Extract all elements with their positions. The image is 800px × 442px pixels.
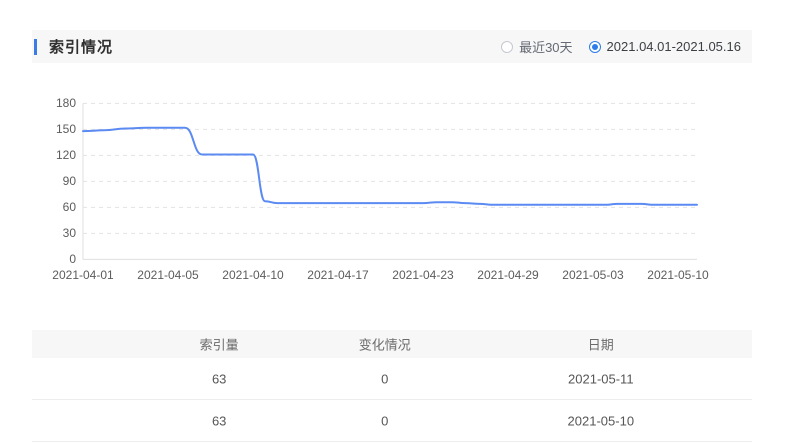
y-axis-tick-label: 150 [55, 122, 76, 137]
radio-label: 2021.04.01-2021.05.16 [606, 39, 741, 54]
cell-date: 2021-05-10 [567, 413, 635, 428]
cell-index-volume: 63 [211, 413, 227, 428]
radio-selected-icon[interactable] [588, 40, 601, 53]
date-range-radio-group: 最近30天 2021.04.01-2021.05.16 [501, 37, 752, 56]
x-axis-tick-label: 2021-04-17 [307, 268, 369, 282]
table-body: 63 0 2021-05-11 63 0 2021-05-10 [32, 358, 752, 442]
radio-option-last-30-days[interactable]: 最近30天 [501, 37, 573, 56]
cell-date: 2021-05-11 [568, 371, 634, 386]
radio-option-custom-range[interactable]: 2021.04.01-2021.05.16 [588, 39, 741, 54]
column-header-date: 日期 [587, 337, 614, 353]
y-axis-tick-label: 90 [62, 174, 76, 189]
x-axis-tick-label: 2021-05-03 [562, 268, 624, 282]
table-row: 63 0 2021-05-10 [32, 400, 752, 442]
cell-change: 0 [381, 413, 389, 428]
page-title: 索引情况 [49, 39, 114, 56]
line-chart-canvas [82, 102, 698, 260]
x-axis-tick-label: 2021-04-01 [52, 268, 114, 282]
column-header-index-volume: 索引量 [199, 337, 239, 353]
index-trend-chart: 0 30 60 90 120 150 180 2021-04-01 2021-04-05 2021… [52, 96, 709, 282]
y-axis-tick-label: 30 [62, 226, 76, 241]
radio-label: 最近30天 [519, 40, 573, 55]
y-axis-tick-label: 180 [55, 96, 76, 111]
title-accent-bar [34, 38, 37, 55]
y-axis-tick-label: 0 [69, 252, 76, 267]
radio-unselected-icon[interactable] [501, 40, 514, 53]
x-axis-tick-label: 2021-04-23 [392, 268, 454, 282]
section-header: 索引情况 最近30天 2021.04.01-2021.05.16 [32, 30, 752, 63]
table-header-row: 索引量 变化情况 日期 [32, 330, 752, 358]
x-axis-tick-label: 2021-05-10 [647, 268, 709, 282]
cell-change: 0 [381, 371, 389, 386]
column-header-change: 变化情况 [358, 337, 411, 353]
x-axis-tick-label: 2021-04-05 [137, 268, 199, 282]
x-axis-tick-label: 2021-04-29 [477, 268, 539, 282]
y-axis-tick-label: 60 [62, 200, 76, 215]
y-axis-tick-label: 120 [55, 148, 76, 163]
x-axis-tick-label: 2021-04-10 [222, 268, 284, 282]
table-row: 63 0 2021-05-11 [32, 358, 752, 400]
index-table: 索引量 变化情况 日期 63 0 2021-05-11 63 0 2021-05-10 [32, 330, 752, 442]
cell-index-volume: 63 [211, 371, 227, 386]
